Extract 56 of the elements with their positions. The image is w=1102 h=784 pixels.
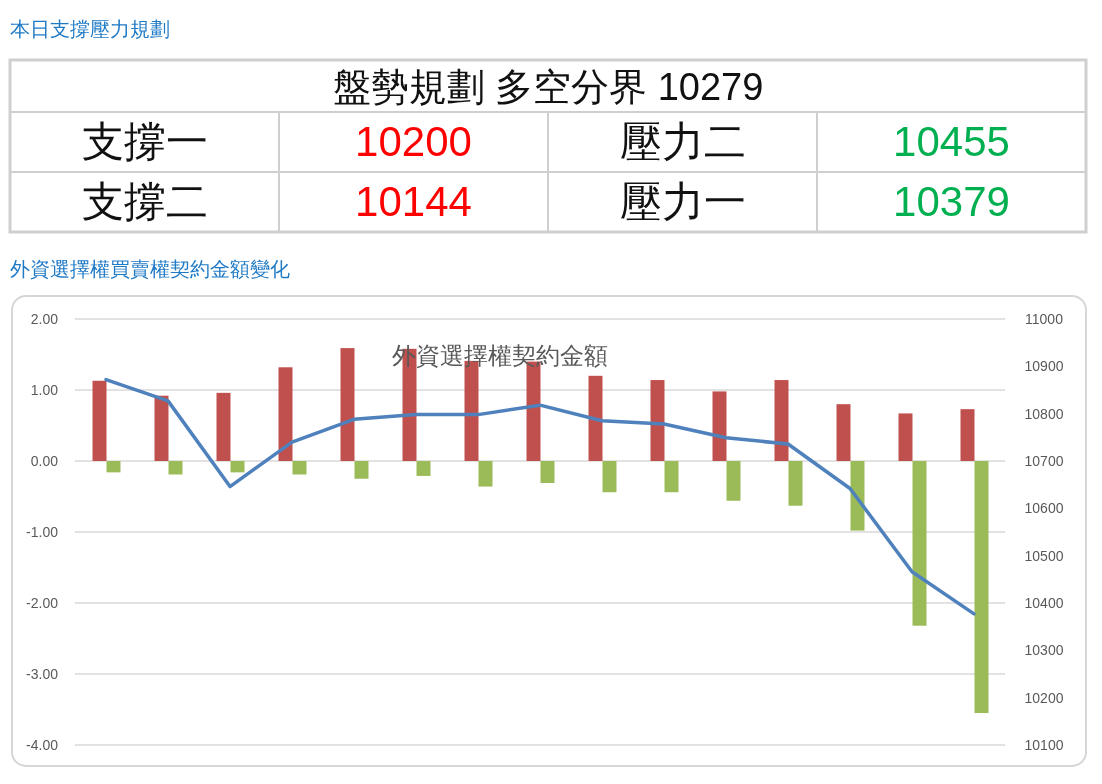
bar xyxy=(850,461,865,531)
bar xyxy=(354,461,369,479)
bar xyxy=(774,380,789,461)
y2-tick-label: 10900 xyxy=(1024,358,1064,375)
bar xyxy=(540,461,555,484)
bar xyxy=(974,461,989,714)
bar xyxy=(230,461,245,473)
bar xyxy=(664,461,679,493)
chart-title: 外資選擇權買賣權契約金額變化 xyxy=(10,258,290,280)
bar xyxy=(216,392,231,461)
text: 10455 xyxy=(893,118,1010,165)
bar xyxy=(340,348,355,461)
y2-tick-label: 10600 xyxy=(1024,500,1064,517)
bar xyxy=(960,409,975,461)
bar xyxy=(278,367,293,461)
bar xyxy=(106,461,121,473)
text: 壓力二 xyxy=(619,118,746,165)
y-tick-label: -2.00 xyxy=(26,595,59,611)
y2-tick-label: 10300 xyxy=(1024,642,1064,659)
text: 支撐二 xyxy=(81,178,208,225)
y2-tick-label: 10500 xyxy=(1024,547,1064,564)
y-tick-label: 0.00 xyxy=(30,453,59,469)
y2-tick-label: 10100 xyxy=(1024,737,1064,753)
text: 盤勢規劃 多空分界 10279 xyxy=(332,66,764,108)
text: 支撐一 xyxy=(81,118,208,165)
text: 壓力一 xyxy=(619,178,746,225)
bar xyxy=(416,461,431,476)
bar xyxy=(898,413,913,461)
y-tick-label: -3.00 xyxy=(26,666,59,682)
y2-tick-label: 10700 xyxy=(1024,453,1064,469)
y-tick-label: -4.00 xyxy=(26,737,59,753)
text: 10144 xyxy=(355,178,472,225)
bar xyxy=(836,404,851,461)
y2-tick-label: 10200 xyxy=(1024,689,1064,706)
bar xyxy=(650,380,665,461)
bar xyxy=(154,395,169,461)
line-series xyxy=(104,377,976,616)
bar xyxy=(588,375,603,461)
text: 10200 xyxy=(355,118,472,165)
bar xyxy=(292,461,307,475)
text: 10379 xyxy=(893,178,1010,225)
bar xyxy=(168,461,183,475)
bar xyxy=(788,461,803,506)
y2-tick-label: 11000 xyxy=(1025,311,1064,327)
y-tick-label: 1.00 xyxy=(30,382,59,398)
bar xyxy=(602,461,617,493)
bar xyxy=(726,461,741,501)
text: 本日支撐壓力規劃 xyxy=(10,18,170,40)
bar xyxy=(478,461,493,487)
bar xyxy=(712,391,727,461)
bar xyxy=(912,461,927,626)
y-tick-label: 2.00 xyxy=(30,311,59,327)
y2-tick-label: 10800 xyxy=(1024,405,1064,422)
y-tick-label: -1.00 xyxy=(26,524,59,540)
bar xyxy=(92,380,107,461)
y2-tick-label: 10400 xyxy=(1024,595,1064,611)
